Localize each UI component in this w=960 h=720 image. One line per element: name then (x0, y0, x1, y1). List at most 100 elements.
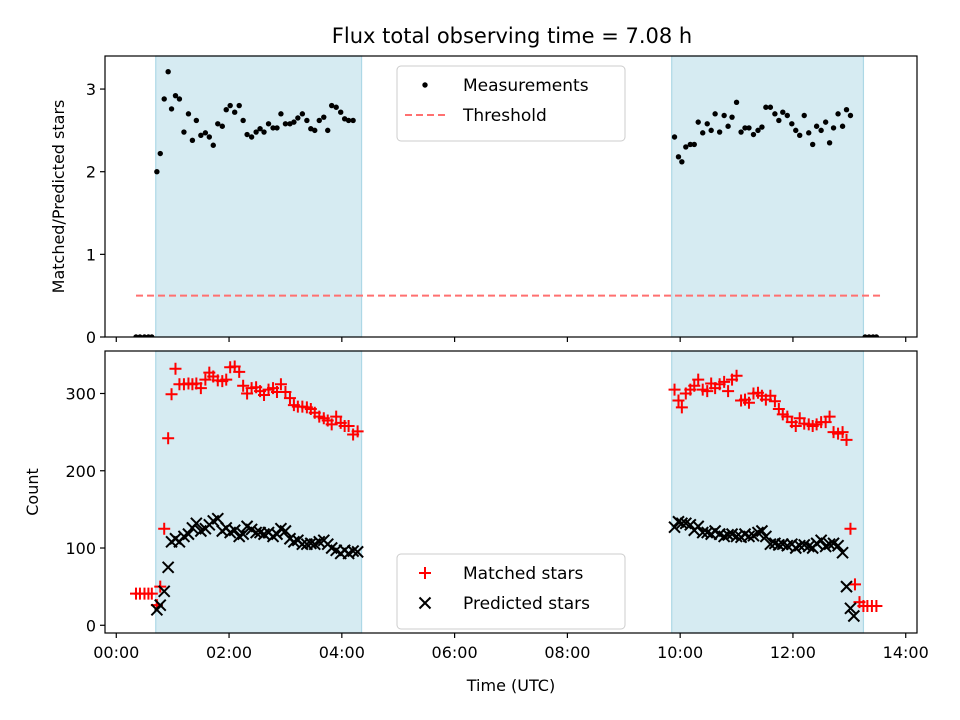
top-measurements-point-18 (206, 134, 213, 140)
bottom-x-tick-label-1: 02:00 (206, 643, 252, 662)
bottom-matched-stars-point-72 (742, 396, 755, 409)
top-measurements-point-19 (210, 142, 216, 148)
bottom-matched-stars-point-55 (672, 394, 685, 407)
bottom-matched-stars-point-35 (274, 378, 287, 391)
top-data-layer (133, 69, 881, 337)
top-measurements-point-73 (755, 127, 761, 134)
top-shaded-span-0 (155, 55, 363, 338)
bottom-predicted-stars-point-48 (351, 545, 364, 559)
top-measurements-point-48 (333, 104, 339, 110)
top-measurements-point-64 (716, 129, 723, 135)
bottom-predicted-stars-point-3 (161, 561, 175, 574)
top-y-tick-label-0: 0 (86, 328, 96, 347)
top-measurements-point-77 (772, 111, 778, 117)
bottom-matched-stars-point-37 (283, 392, 296, 405)
bottom-predicted-stars-point-91 (844, 602, 857, 615)
top-measurements-point-12 (181, 129, 187, 135)
top-measurements-point-21 (219, 123, 225, 129)
bottom-matched-stars-point-10 (169, 362, 182, 375)
bottom-legend-label-matched-stars: Matched stars (463, 564, 583, 584)
bottom-predicted-stars-point-90 (840, 580, 853, 593)
bottom-predicted-stars-point-47 (346, 544, 360, 558)
top-measurements-point-90 (826, 140, 833, 146)
top-measurements-point-69 (738, 129, 744, 135)
top-measurements-point-87 (813, 123, 820, 129)
bottom-predicted-stars-point-10 (190, 517, 203, 530)
top-measurements-point-99 (873, 334, 880, 337)
top-measurements-point-78 (776, 117, 782, 124)
bottom-matched-stars-point-22 (220, 373, 233, 386)
bottom-predicted-stars-point-1 (154, 598, 167, 612)
top-measurements-point-51 (345, 117, 352, 124)
top-axes-frame (104, 55, 918, 338)
bottom-matched-stars-point-17 (199, 373, 212, 386)
top-measurements-point-8 (165, 69, 171, 75)
top-legend: Measurements Threshold (396, 65, 626, 142)
top-measurements-point-61 (704, 121, 710, 127)
bottom-matched-stars-point-8 (162, 432, 175, 445)
bottom-matched-stars-point-60 (692, 373, 705, 386)
bottom-y-tick-label-3: 300 (65, 384, 96, 403)
top-measurements-point-52 (350, 117, 356, 124)
bottom-predicted-stars-point-2 (158, 585, 171, 598)
top-measurements-point-10 (172, 92, 179, 99)
bottom-y-tick-label-1: 100 (65, 539, 96, 558)
top-measurements-point-7 (161, 96, 167, 102)
top-measurements-point-72 (750, 131, 757, 138)
top-measurements-point-94 (843, 107, 850, 113)
bottom-matched-stars-point-83 (789, 419, 802, 432)
bottom-matched-stars-point-66 (718, 375, 731, 388)
top-measurements-point-93 (839, 123, 846, 129)
bottom-matched-stars-point-51 (342, 419, 355, 432)
bottom-matched-stars-point-4 (145, 587, 158, 600)
top-measurements-point-92 (835, 111, 841, 117)
bottom-predicted-stars-point-81 (802, 540, 815, 553)
top-panel-ratio: 0 1 2 3 Matched/Predicted stars Measurements T… (49, 55, 918, 347)
bottom-matched-stars-point-96 (844, 522, 857, 535)
top-measurements-point-84 (801, 112, 807, 119)
top-measurements-point-30 (257, 126, 263, 132)
top-measurements-point-85 (806, 130, 812, 136)
bottom-matched-stars-point-53 (351, 425, 364, 438)
top-measurements-point-79 (780, 109, 786, 115)
top-measurements-point-31 (261, 129, 267, 135)
top-measurements-point-60 (700, 130, 706, 136)
bottom-matched-stars-point-47 (325, 418, 338, 431)
bottom-predicted-stars-point-50 (672, 515, 685, 528)
top-measurements-point-17 (202, 130, 209, 136)
top-measurements-point-25 (236, 102, 242, 109)
top-measurements-point-49 (338, 109, 344, 115)
top-measurements-point-45 (321, 114, 327, 120)
top-measurements-point-82 (793, 127, 799, 134)
bottom-x-tick-label-5: 10:00 (657, 643, 703, 662)
top-measurements-point-58 (691, 141, 697, 148)
bottom-x-tick-label-7: 14:00 (883, 643, 929, 662)
bottom-predicted-stars-point-84 (814, 534, 828, 547)
top-measurements-point-1 (137, 334, 143, 337)
bottom-matched-stars-point-97 (848, 578, 861, 591)
bottom-predicted-stars-point-21 (236, 527, 250, 541)
bottom-predicted-stars-point-49 (668, 520, 681, 534)
top-measurements-point-74 (759, 124, 765, 130)
bottom-y-tick-label-2: 200 (65, 462, 96, 481)
top-measurements-point-88 (818, 127, 824, 134)
bottom-matched-stars-point-78 (768, 395, 781, 408)
bottom-legend-label-predicted-stars: Predicted stars (463, 594, 590, 614)
bottom-predicted-stars-point-19 (228, 524, 241, 537)
top-measurements-point-56 (683, 144, 689, 150)
chart-title: Flux total observing time = 7.08 h (332, 24, 692, 48)
bottom-predicted-stars-point-92 (847, 609, 861, 623)
bottom-predicted-stars-point-70 (755, 524, 769, 538)
top-measurements-point-55 (679, 159, 685, 165)
top-measurements-point-91 (830, 125, 837, 131)
bottom-matched-stars-point-56 (675, 401, 688, 414)
bottom-predicted-stars-point-29 (270, 527, 284, 541)
top-y-axis-label: Matched/Predicted stars (49, 100, 68, 294)
top-y-tick-label-2: 2 (86, 163, 96, 182)
bottom-predicted-stars-point-67 (742, 530, 756, 543)
top-legend-marker-measurements (422, 82, 428, 88)
top-measurements-point-44 (316, 117, 322, 124)
top-measurements-point-36 (282, 121, 289, 127)
bottom-legend-marker-predicted-stars (418, 596, 432, 610)
